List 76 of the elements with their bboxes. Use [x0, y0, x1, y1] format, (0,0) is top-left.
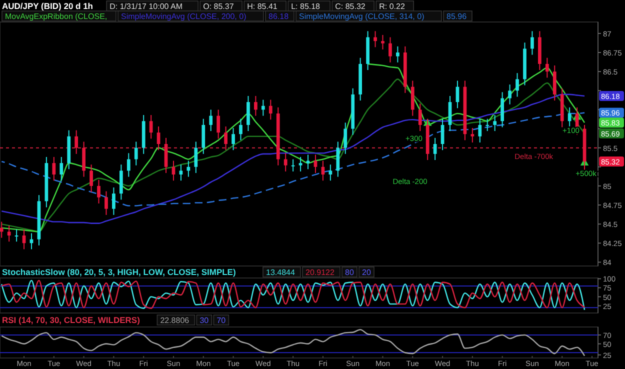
candlestick	[470, 127, 474, 143]
text: SimpleMovingAvg (CLOSE, 314, 0)	[299, 12, 425, 21]
candlestick	[336, 141, 340, 178]
text: R: 0.22	[379, 2, 406, 11]
candlestick	[126, 152, 130, 178]
candlestick	[328, 164, 332, 182]
text: H: 85.41	[247, 2, 278, 11]
candlestick	[90, 164, 93, 193]
text: C: 85.32	[335, 2, 366, 11]
candlestick	[0, 221, 4, 238]
candlestick	[239, 118, 242, 141]
candlestick	[97, 179, 100, 204]
candlestick	[254, 95, 258, 116]
text: 13.4844	[266, 268, 296, 277]
candlestick	[224, 126, 228, 151]
candlestick	[149, 114, 153, 140]
text: 30	[200, 316, 210, 325]
candlestick	[179, 164, 183, 182]
text: SimpleMovingAvg (CLOSE, 200, 0)	[121, 12, 247, 21]
candlestick	[156, 126, 160, 151]
candlestick	[119, 164, 123, 200]
candlestick	[374, 30, 377, 48]
candlestick	[344, 122, 348, 154]
candlestick	[545, 57, 549, 78]
text: O: 85.37	[203, 2, 234, 11]
candlestick	[530, 30, 534, 56]
text: MovAvgExpRibbon (CLOSE,	[5, 12, 108, 21]
candlestick	[74, 130, 78, 154]
candlestick	[60, 156, 64, 182]
line-series	[0, 329, 586, 356]
candlestick	[516, 72, 519, 98]
candlestick	[232, 127, 235, 151]
candlestick	[134, 141, 138, 166]
candlestick	[246, 95, 250, 132]
text: 86.18	[268, 12, 290, 21]
candlestick	[486, 118, 490, 132]
candlestick	[112, 186, 116, 216]
candlestick	[418, 103, 422, 132]
candlestick	[194, 141, 198, 174]
chart-title: RSI (14, 70, 30, CLOSE, WILDERS)	[2, 315, 140, 325]
candlestick	[493, 114, 497, 132]
text: D: 1/31/17 10:00 AM	[110, 2, 183, 11]
candlestick	[298, 156, 302, 172]
candlestick	[261, 99, 265, 116]
candlestick	[7, 225, 11, 242]
candlestick	[82, 141, 86, 178]
text: 80	[345, 268, 354, 277]
candlestick	[209, 109, 213, 132]
candlestick	[552, 64, 556, 102]
candlestick	[500, 92, 504, 128]
candlestick	[284, 152, 288, 172]
text: 70	[216, 316, 226, 325]
candlestick	[410, 80, 414, 116]
candlestick	[396, 46, 400, 63]
chart-title: StochasticSlow (80, 20, 5, 3, HIGH, LOW, CLOSE, SIMPLE)	[2, 267, 236, 277]
candlestick	[164, 137, 168, 174]
text: 85.96	[446, 12, 468, 21]
text: 20.9122	[306, 268, 335, 277]
candlestick	[202, 118, 206, 154]
candlestick	[216, 109, 220, 140]
candlestick	[568, 106, 572, 128]
candlestick	[52, 156, 56, 182]
text: 20	[362, 268, 372, 277]
candlestick	[433, 137, 437, 161]
candlestick	[291, 158, 295, 172]
candlestick	[268, 99, 272, 120]
text: 22.8806	[160, 316, 190, 325]
candlestick	[448, 95, 452, 132]
candlestick	[14, 228, 18, 242]
candlestick	[388, 36, 392, 63]
chart-title: AUD/JPY (BID) 20 d 1h	[2, 1, 94, 11]
text: L: 85.18	[291, 2, 321, 11]
candlestick	[508, 84, 512, 105]
candlestick	[381, 34, 384, 50]
candlestick	[478, 118, 482, 143]
candlestick	[104, 190, 108, 216]
